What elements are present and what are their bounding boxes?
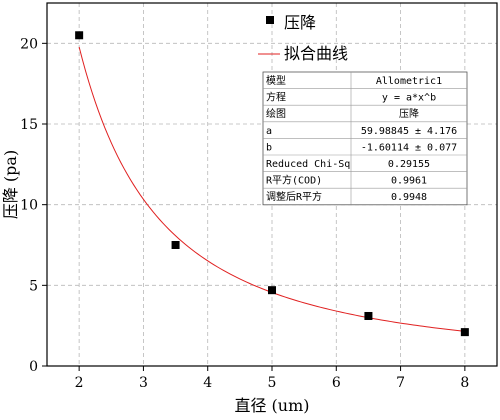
- fit-table-value: 0.9948: [391, 192, 427, 203]
- fit-table-value: 59.98845 ± 4.176: [361, 126, 457, 137]
- fit-table-key: R平方(COD): [266, 174, 322, 187]
- fit-table-key: 方程: [266, 91, 286, 104]
- x-tick-label: 3: [139, 375, 148, 391]
- y-tick-label: 10: [20, 198, 38, 214]
- fit-table-key: a: [266, 126, 272, 137]
- fit-table-key: b: [266, 142, 272, 153]
- data-point: [268, 286, 276, 295]
- fit-table-key: 模型: [266, 74, 286, 87]
- legend-label-fit: 拟合曲线: [284, 44, 348, 63]
- x-tick-label: 8: [460, 375, 469, 391]
- data-point: [364, 311, 373, 320]
- x-tick-label: 6: [332, 375, 341, 391]
- fit-table-value: 0.9961: [391, 176, 427, 187]
- legend-marker-square: [266, 16, 274, 24]
- fit-table-key: Reduced Chi-Sq: [266, 159, 350, 170]
- legend-label-scatter: 压降: [284, 13, 316, 32]
- data-point: [75, 31, 84, 40]
- data-point: [171, 241, 180, 249]
- y-tick-label: 0: [29, 359, 38, 375]
- x-axis-title: 直径 (um): [234, 396, 309, 415]
- fit-table-key: 调整后R平方: [266, 190, 322, 203]
- y-tick-label: 20: [20, 36, 38, 52]
- fit-table-value: 压降: [399, 107, 419, 120]
- x-tick-label: 5: [268, 375, 277, 391]
- data-point: [460, 328, 469, 337]
- fit-table-value: 0.29155: [388, 159, 430, 170]
- y-tick-label: 15: [20, 117, 38, 133]
- y-axis-title: 压降 (pa): [1, 150, 20, 219]
- fit-table-value: y = a*x^b: [382, 93, 436, 104]
- x-tick-label: 2: [75, 375, 84, 391]
- fit-table-value: -1.60114 ± 0.077: [361, 142, 457, 153]
- fit-table-value: Allometric1: [376, 76, 442, 87]
- x-tick-label: 4: [203, 375, 212, 391]
- fit-table-key: 绘图: [266, 107, 286, 120]
- y-tick-label: 5: [29, 278, 38, 294]
- x-tick-label: 7: [396, 375, 405, 391]
